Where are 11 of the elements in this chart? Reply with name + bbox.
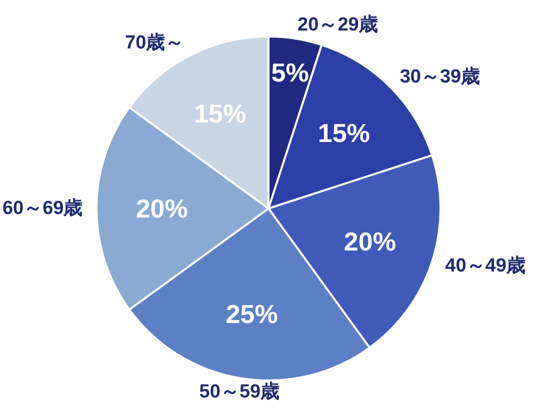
data-label: 20% <box>136 194 188 224</box>
slice-label: 60～69歳 <box>2 197 83 219</box>
slice-label: 20～29歳 <box>298 14 378 36</box>
data-label: 5% <box>271 58 309 88</box>
slice-label: 70歳～ <box>125 31 184 54</box>
data-label: 15% <box>318 118 370 148</box>
slice-label: 30～39歳 <box>400 66 480 88</box>
slice-label: 40～49歳 <box>445 254 526 276</box>
slice-label: 50～59歳 <box>199 380 280 402</box>
data-label: 25% <box>226 298 278 329</box>
data-label: 20% <box>344 226 396 256</box>
